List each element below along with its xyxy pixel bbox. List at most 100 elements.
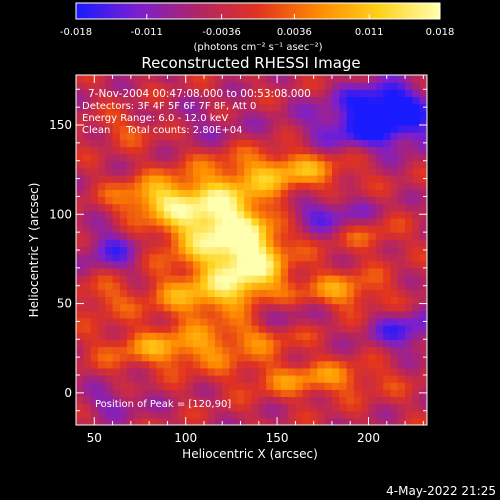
- heatmap-cell: [141, 367, 150, 376]
- heatmap-cell: [310, 289, 318, 298]
- heatmap-cell: [405, 325, 413, 333]
- heatmap-cell: [76, 160, 84, 169]
- heatmap-cell: [317, 182, 326, 190]
- heatmap-cell: [383, 325, 392, 333]
- heatmap-cell: [149, 175, 158, 183]
- heatmap-cell: [222, 167, 231, 176]
- heatmap-cell: [134, 167, 143, 176]
- heatmap-cell: [236, 375, 245, 383]
- heatmap-cell: [200, 296, 209, 305]
- x-tick-label: 150: [266, 431, 289, 445]
- heatmap-cell: [156, 325, 165, 333]
- heatmap-cell: [229, 375, 238, 383]
- heatmap-cell: [214, 260, 223, 269]
- heatmap-cell: [390, 182, 399, 190]
- heatmap-cell: [127, 332, 136, 340]
- heatmap-cell: [353, 182, 362, 190]
- heatmap-cell: [83, 103, 92, 112]
- heatmap-cell: [178, 82, 187, 90]
- heatmap-cell: [266, 196, 275, 205]
- heatmap-cell: [156, 253, 165, 262]
- heatmap-cell: [324, 389, 333, 398]
- heatmap-cell: [412, 339, 421, 348]
- heatmap-cell: [302, 239, 311, 248]
- heatmap-cell: [171, 410, 179, 419]
- heatmap-cell: [361, 175, 370, 183]
- heatmap-cell: [346, 396, 355, 405]
- heatmap-cell: [273, 382, 282, 390]
- heatmap-cell: [222, 325, 231, 333]
- heatmap-cell: [127, 89, 136, 98]
- heatmap-cell: [90, 289, 99, 298]
- heatmap-cell: [375, 89, 384, 98]
- heatmap-cell: [222, 410, 231, 419]
- heatmap-cell: [193, 196, 201, 205]
- heatmap-cell: [288, 117, 296, 126]
- heatmap-cell: [119, 303, 128, 312]
- heatmap-cell: [273, 189, 282, 198]
- heatmap-cell: [83, 260, 92, 269]
- heatmap-cell: [229, 332, 238, 340]
- heatmap-cell: [266, 75, 275, 83]
- heatmap-cell: [141, 417, 150, 425]
- heatmap-cell: [134, 117, 143, 126]
- heatmap-cell: [302, 353, 311, 362]
- heatmap-cell: [317, 275, 326, 283]
- y-tick-label: 150: [49, 118, 72, 132]
- heatmap-cell: [419, 239, 427, 248]
- heatmap-cell: [244, 89, 253, 98]
- heatmap-cell: [222, 132, 231, 140]
- heatmap-cell: [302, 410, 311, 419]
- heatmap-cell: [273, 353, 282, 362]
- heatmap-cell: [119, 239, 128, 248]
- heatmap-cell: [251, 196, 260, 205]
- heatmap-cell: [229, 417, 238, 425]
- heatmap-cell: [185, 360, 194, 369]
- heatmap-cell: [397, 417, 406, 425]
- heatmap-cell: [339, 289, 348, 298]
- heatmap-cell: [288, 189, 296, 198]
- heatmap-cell: [310, 382, 318, 390]
- heatmap-cell: [331, 225, 340, 233]
- heatmap-cell: [368, 103, 377, 112]
- heatmap-cell: [339, 160, 348, 169]
- heatmap-cell: [236, 253, 245, 262]
- heatmap-cell: [163, 339, 172, 348]
- heatmap-cell: [346, 89, 355, 98]
- heatmap-cell: [222, 282, 231, 290]
- heatmap-cell: [251, 375, 260, 383]
- heatmap-cell: [361, 267, 370, 276]
- heatmap-cell: [368, 182, 377, 190]
- heatmap-cell: [193, 346, 201, 355]
- heatmap-cell: [97, 396, 106, 405]
- heatmap-cell: [295, 239, 304, 248]
- heatmap-cell: [258, 339, 267, 348]
- heatmap-cell: [258, 246, 267, 255]
- heatmap-cell: [324, 189, 333, 198]
- heatmap-cell: [346, 253, 355, 262]
- heatmap-cell: [273, 410, 282, 419]
- heatmap-cell: [149, 325, 158, 333]
- heatmap-cell: [193, 310, 201, 319]
- heatmap-cell: [119, 346, 128, 355]
- heatmap-cell: [236, 89, 245, 98]
- heatmap-cell: [353, 167, 362, 176]
- heatmap-cell: [390, 96, 399, 105]
- heatmap-cell: [288, 232, 296, 240]
- heatmap-cell: [390, 75, 399, 83]
- heatmap-cell: [141, 346, 150, 355]
- heatmap-cell: [76, 82, 84, 90]
- heatmap-cell: [83, 282, 92, 290]
- heatmap-cell: [383, 375, 392, 383]
- heatmap-cell: [119, 117, 128, 126]
- heatmap-cell: [258, 282, 267, 290]
- heatmap-cell: [375, 246, 384, 255]
- heatmap-cell: [419, 225, 427, 233]
- heatmap-cell: [412, 260, 421, 269]
- heatmap-cell: [178, 103, 187, 112]
- heatmap-cell: [280, 196, 289, 205]
- heatmap-cell: [156, 75, 165, 83]
- heatmap-cell: [178, 246, 187, 255]
- heatmap-cell: [127, 360, 136, 369]
- heatmap-cell: [134, 360, 143, 369]
